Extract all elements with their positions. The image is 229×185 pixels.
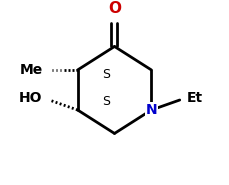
Text: Me: Me (19, 63, 43, 77)
Text: HO: HO (19, 91, 43, 105)
Text: S: S (102, 95, 110, 108)
Text: O: O (108, 1, 121, 16)
Text: Et: Et (186, 91, 202, 105)
Text: S: S (102, 68, 110, 81)
Text: N: N (145, 103, 157, 117)
